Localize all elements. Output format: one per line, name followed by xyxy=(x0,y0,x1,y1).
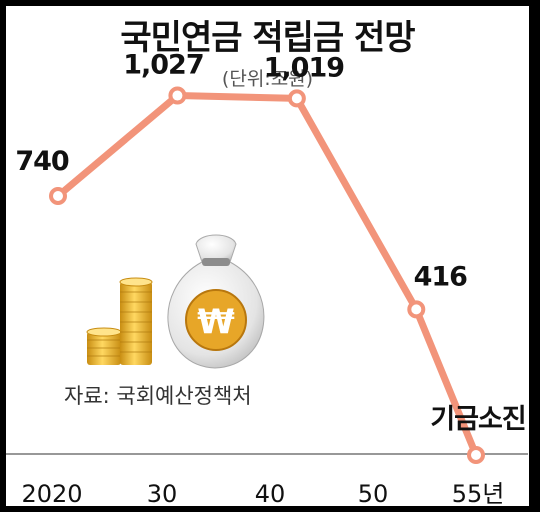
x-tick-label: 50 xyxy=(358,480,389,508)
chart-frame: 국민연금 적립금 전망 (단위:조원) xyxy=(6,6,534,506)
x-tick-label: 40 xyxy=(255,480,286,508)
data-point xyxy=(168,86,187,105)
x-tick-label: 30 xyxy=(147,480,178,508)
unit-label: (단위:조원) xyxy=(221,68,314,90)
x-tick-label: 2020 xyxy=(21,480,82,508)
x-tick-label: 55년 xyxy=(452,480,505,508)
data-label: 740 xyxy=(15,146,69,177)
data-label: 기금소진 xyxy=(430,404,525,435)
gold-coins-icon xyxy=(86,277,153,365)
source-note: 자료: 국회예산정책처 xyxy=(64,384,252,408)
data-point xyxy=(407,300,426,319)
data-point xyxy=(287,89,306,108)
money-bag-icon: ₩ xyxy=(167,234,265,369)
data-point xyxy=(467,446,485,464)
won-symbol: ₩ xyxy=(197,302,235,342)
data-label: 1,019 xyxy=(264,52,345,83)
data-label: 416 xyxy=(414,261,468,292)
chart-title: 국민연금 적립금 전망 xyxy=(120,18,415,58)
data-label: 1,027 xyxy=(123,50,203,81)
data-point xyxy=(49,187,67,205)
